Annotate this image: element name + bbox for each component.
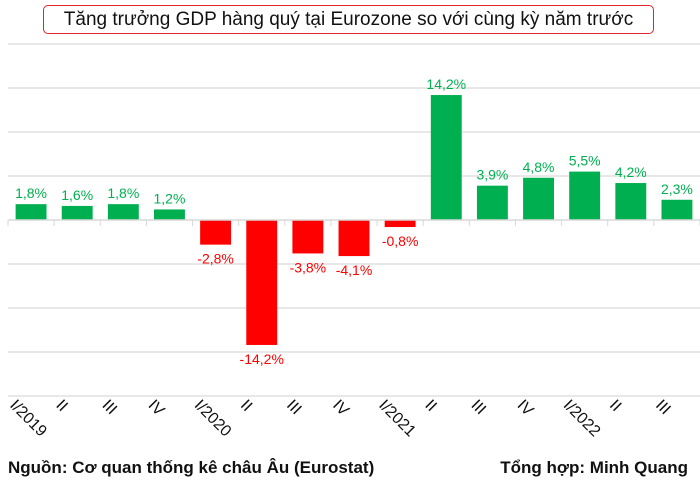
data-label: 14,2% <box>426 76 466 92</box>
bar <box>246 220 278 345</box>
chart-title: Tăng trưởng GDP hàng quý tại Eurozone so… <box>43 5 654 34</box>
data-label: 1,2% <box>154 190 186 206</box>
bar <box>15 204 47 220</box>
bar <box>384 220 416 228</box>
data-label: -0,8% <box>382 233 419 249</box>
bars <box>15 95 693 345</box>
data-label: 4,8% <box>523 159 555 175</box>
data-label: 4,2% <box>615 164 647 180</box>
x-tick-label: IV <box>145 397 168 420</box>
bar <box>338 220 370 257</box>
bar <box>476 185 508 220</box>
bar-chart: 1,8% 1,6% 1,8% 1,2% -2,8% -14,2% -3,8% -4,1% -0,… <box>6 43 700 441</box>
x-tick-labels: I/2019 II III IV I/2020 II III IV I/2021 II III IV I… <box>6 397 673 441</box>
x-tick-label: III <box>652 397 673 418</box>
x-tick-label: III <box>468 397 489 418</box>
bar <box>615 183 647 220</box>
data-label: -3,8% <box>290 259 327 275</box>
source-note: Nguồn: Cơ quan thống kê châu Âu (Eurosta… <box>8 458 375 477</box>
bar <box>523 177 554 220</box>
x-axis <box>7 219 700 226</box>
x-tick-label: IV <box>329 397 352 420</box>
data-label: 2,3% <box>661 181 693 197</box>
x-tick-label: III <box>99 397 120 418</box>
x-tick-label: II <box>421 397 439 415</box>
bar <box>154 209 185 220</box>
x-tick-label: I/2019 <box>6 397 50 441</box>
x-tick-label: I/2020 <box>191 397 235 441</box>
data-label: -2,8% <box>197 251 234 267</box>
x-tick-label: II <box>52 397 70 415</box>
bar <box>661 199 693 220</box>
x-tick-label: II <box>237 397 255 415</box>
credit-note: Tổng hợp: Minh Quang <box>500 458 688 477</box>
data-labels: 1,8% 1,6% 1,8% 1,2% -2,8% -14,2% -3,8% -4,1% -0,… <box>15 76 693 367</box>
gridlines <box>8 43 700 397</box>
data-label: -4,1% <box>336 262 373 278</box>
x-tick-label: II <box>606 397 624 415</box>
bar <box>61 205 93 220</box>
bar <box>430 95 462 220</box>
bar <box>292 220 324 254</box>
bar <box>107 204 139 220</box>
x-tick-label: I/2021 <box>375 397 419 441</box>
data-label: 3,9% <box>476 167 508 183</box>
x-tick-label: I/2022 <box>560 397 604 441</box>
x-tick-label: III <box>283 397 304 418</box>
data-label: 1,8% <box>15 185 47 201</box>
bar <box>200 220 232 245</box>
data-label: 1,6% <box>61 187 93 203</box>
data-label: 1,8% <box>107 185 139 201</box>
bar <box>569 171 601 220</box>
x-tick-label: IV <box>514 397 537 420</box>
data-label: -14,2% <box>240 351 284 367</box>
data-label: 5,5% <box>569 153 601 169</box>
